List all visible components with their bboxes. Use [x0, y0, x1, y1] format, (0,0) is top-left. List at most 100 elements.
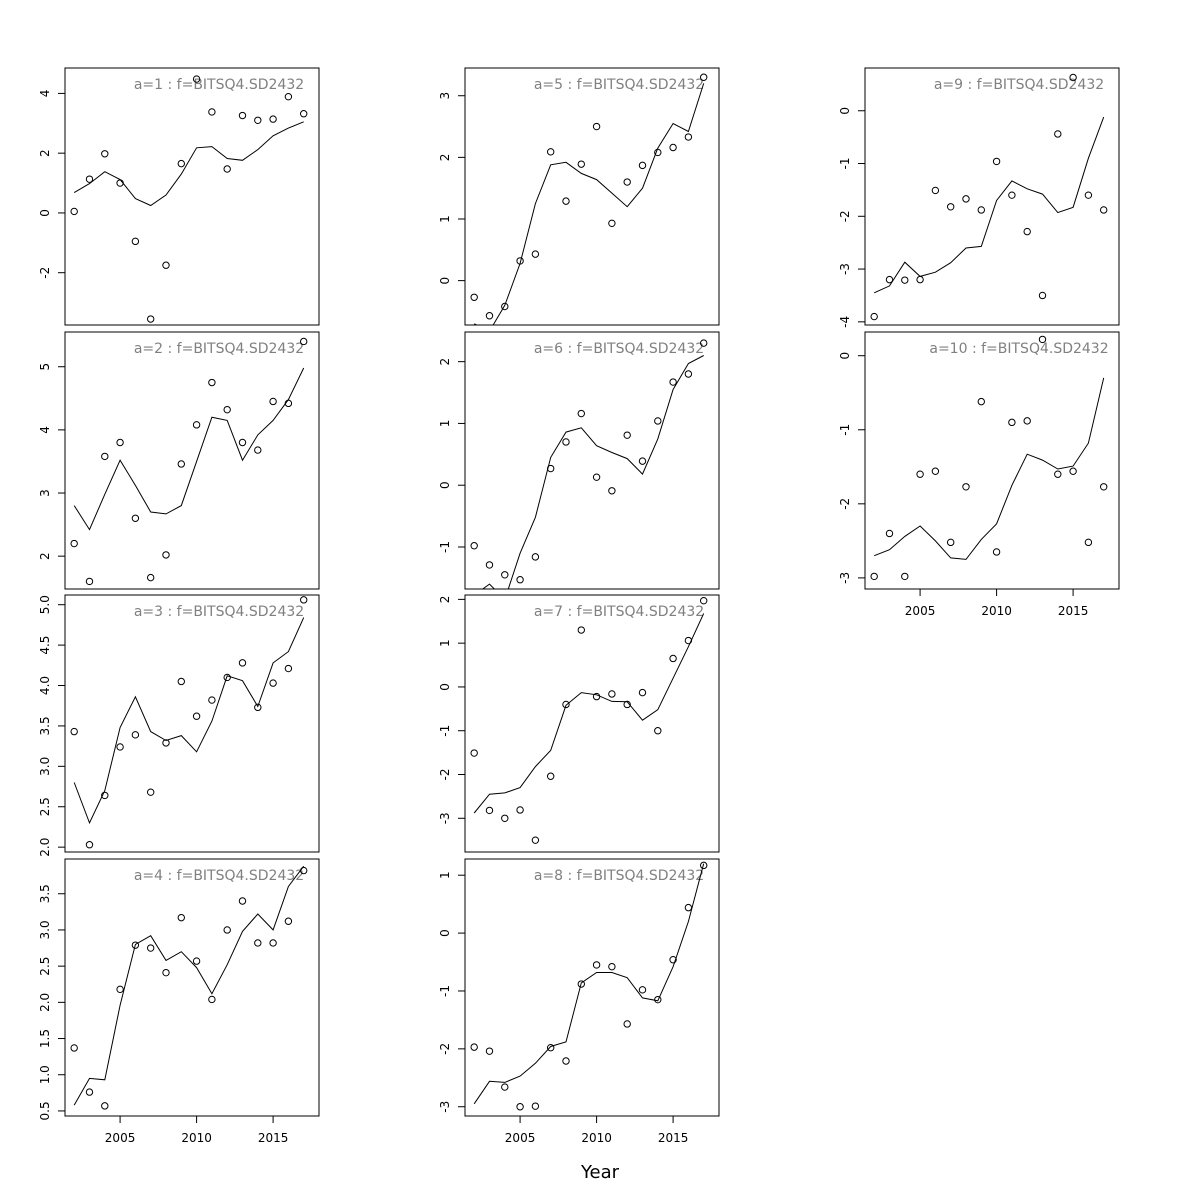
- plot-area: [870, 73, 1108, 321]
- observed-point: [870, 572, 878, 581]
- observed-point: [208, 696, 216, 704]
- fitted-line: [73, 865, 305, 1106]
- observed-point: [1099, 483, 1108, 491]
- observed-point: [299, 337, 308, 346]
- y-tick-label: 0: [438, 277, 452, 285]
- observed-point: [269, 679, 277, 687]
- observed-point: [470, 749, 478, 757]
- observed-point: [1054, 470, 1062, 478]
- observed-point: [516, 576, 524, 584]
- plot-frame: [64, 594, 320, 853]
- observed-point: [70, 727, 78, 736]
- observed-point: [592, 961, 601, 969]
- observed-point: [146, 788, 155, 796]
- observed-point: [684, 903, 693, 912]
- observed-point: [1099, 206, 1108, 214]
- observed-point: [638, 986, 647, 994]
- y-tick-label: 3: [38, 489, 52, 497]
- observed-point: [962, 195, 970, 203]
- observed-point: [162, 739, 170, 747]
- observed-point: [623, 431, 631, 439]
- observed-point: [177, 460, 185, 468]
- fitted-line: [873, 116, 1105, 294]
- panel-a1: a=1 : f=BITSQ4.SD2432 -2 0 2 4: [38, 67, 320, 326]
- observed-point: [1008, 418, 1016, 427]
- observed-point: [699, 73, 708, 81]
- observed-point: [592, 122, 601, 131]
- x-tick-label: 2005: [905, 604, 936, 618]
- fitted-line: [473, 613, 705, 814]
- y-tick-label: -1: [438, 541, 452, 553]
- y-tick-label: 0: [438, 481, 452, 489]
- observed-point: [638, 688, 647, 697]
- observed-point: [146, 944, 155, 952]
- observed-point: [208, 378, 216, 387]
- plot-area: [870, 335, 1108, 581]
- observed-point: [238, 659, 247, 667]
- observed-point: [269, 397, 277, 406]
- y-tick-label: 2.0: [38, 993, 52, 1012]
- plot-frame: [64, 67, 320, 326]
- observed-point: [85, 577, 94, 586]
- fitted-line: [473, 863, 705, 1105]
- observed-point: [901, 572, 909, 581]
- observed-point: [238, 438, 247, 447]
- panel-a5: a=5 : f=BITSQ4.SD2432 0 1 2 3: [438, 67, 720, 326]
- observed-point: [531, 250, 540, 258]
- y-tick-label: 2: [438, 596, 452, 604]
- fitted-line: [481, 355, 704, 589]
- observed-point: [192, 75, 201, 83]
- observed-point: [1023, 227, 1031, 236]
- observed-point: [516, 1103, 524, 1111]
- observed-point: [485, 806, 494, 815]
- panel-title: a=5 : f=BITSQ4.SD2432: [534, 77, 704, 93]
- observed-point: [223, 165, 231, 173]
- y-tick-label: -3: [438, 1101, 452, 1113]
- observed-point: [1069, 73, 1077, 82]
- observed-point: [131, 514, 140, 522]
- observed-point: [516, 806, 524, 814]
- y-tick-label: -2: [438, 1043, 452, 1055]
- observed-point: [638, 161, 647, 170]
- y-tick-label: 4: [38, 90, 52, 98]
- observed-point: [608, 487, 616, 495]
- y-tick-label: 1: [438, 215, 452, 223]
- observed-point: [269, 939, 277, 947]
- observed-point: [223, 405, 231, 414]
- panel-title: a=8 : f=BITSQ4.SD2432: [534, 868, 704, 884]
- fitted-line: [73, 617, 305, 825]
- observed-point: [501, 1083, 509, 1091]
- observed-point: [501, 814, 509, 822]
- panel-a8: a=8 : f=BITSQ4.SD2432 -3 -2 -1 0 1 2005 2010 201…: [438, 858, 720, 1145]
- observed-point: [101, 452, 109, 461]
- y-tick-label: 1.5: [38, 1029, 52, 1048]
- observed-point: [608, 219, 616, 228]
- plot-frame: [464, 331, 720, 590]
- y-tick-label: 0: [438, 929, 452, 937]
- observed-point: [131, 237, 140, 246]
- plot-area: [470, 596, 708, 844]
- observed-point: [299, 866, 308, 875]
- y-tick-label: 1.0: [38, 1065, 52, 1084]
- y-tick-label: 5: [38, 363, 52, 371]
- plot-area: [470, 339, 708, 589]
- panel-title: a=9 : f=BITSQ4.SD2432: [934, 77, 1104, 93]
- y-tick-label: -2: [438, 769, 452, 781]
- observed-point: [623, 1020, 631, 1028]
- observed-point: [684, 133, 693, 141]
- observed-point: [577, 980, 585, 988]
- observed-point: [562, 197, 570, 205]
- x-tick-label: 2015: [658, 1131, 689, 1145]
- observed-point: [562, 1057, 570, 1065]
- y-tick-label: -1: [838, 424, 852, 436]
- fitted-line: [874, 377, 1105, 560]
- observed-point: [501, 571, 509, 579]
- plot-frame: [464, 858, 720, 1117]
- observed-point: [284, 399, 293, 408]
- observed-point: [177, 913, 185, 922]
- observed-point: [699, 339, 708, 347]
- observed-point: [992, 548, 1001, 556]
- observed-point: [562, 700, 570, 709]
- plot-area: [70, 337, 308, 586]
- observed-point: [531, 1102, 540, 1110]
